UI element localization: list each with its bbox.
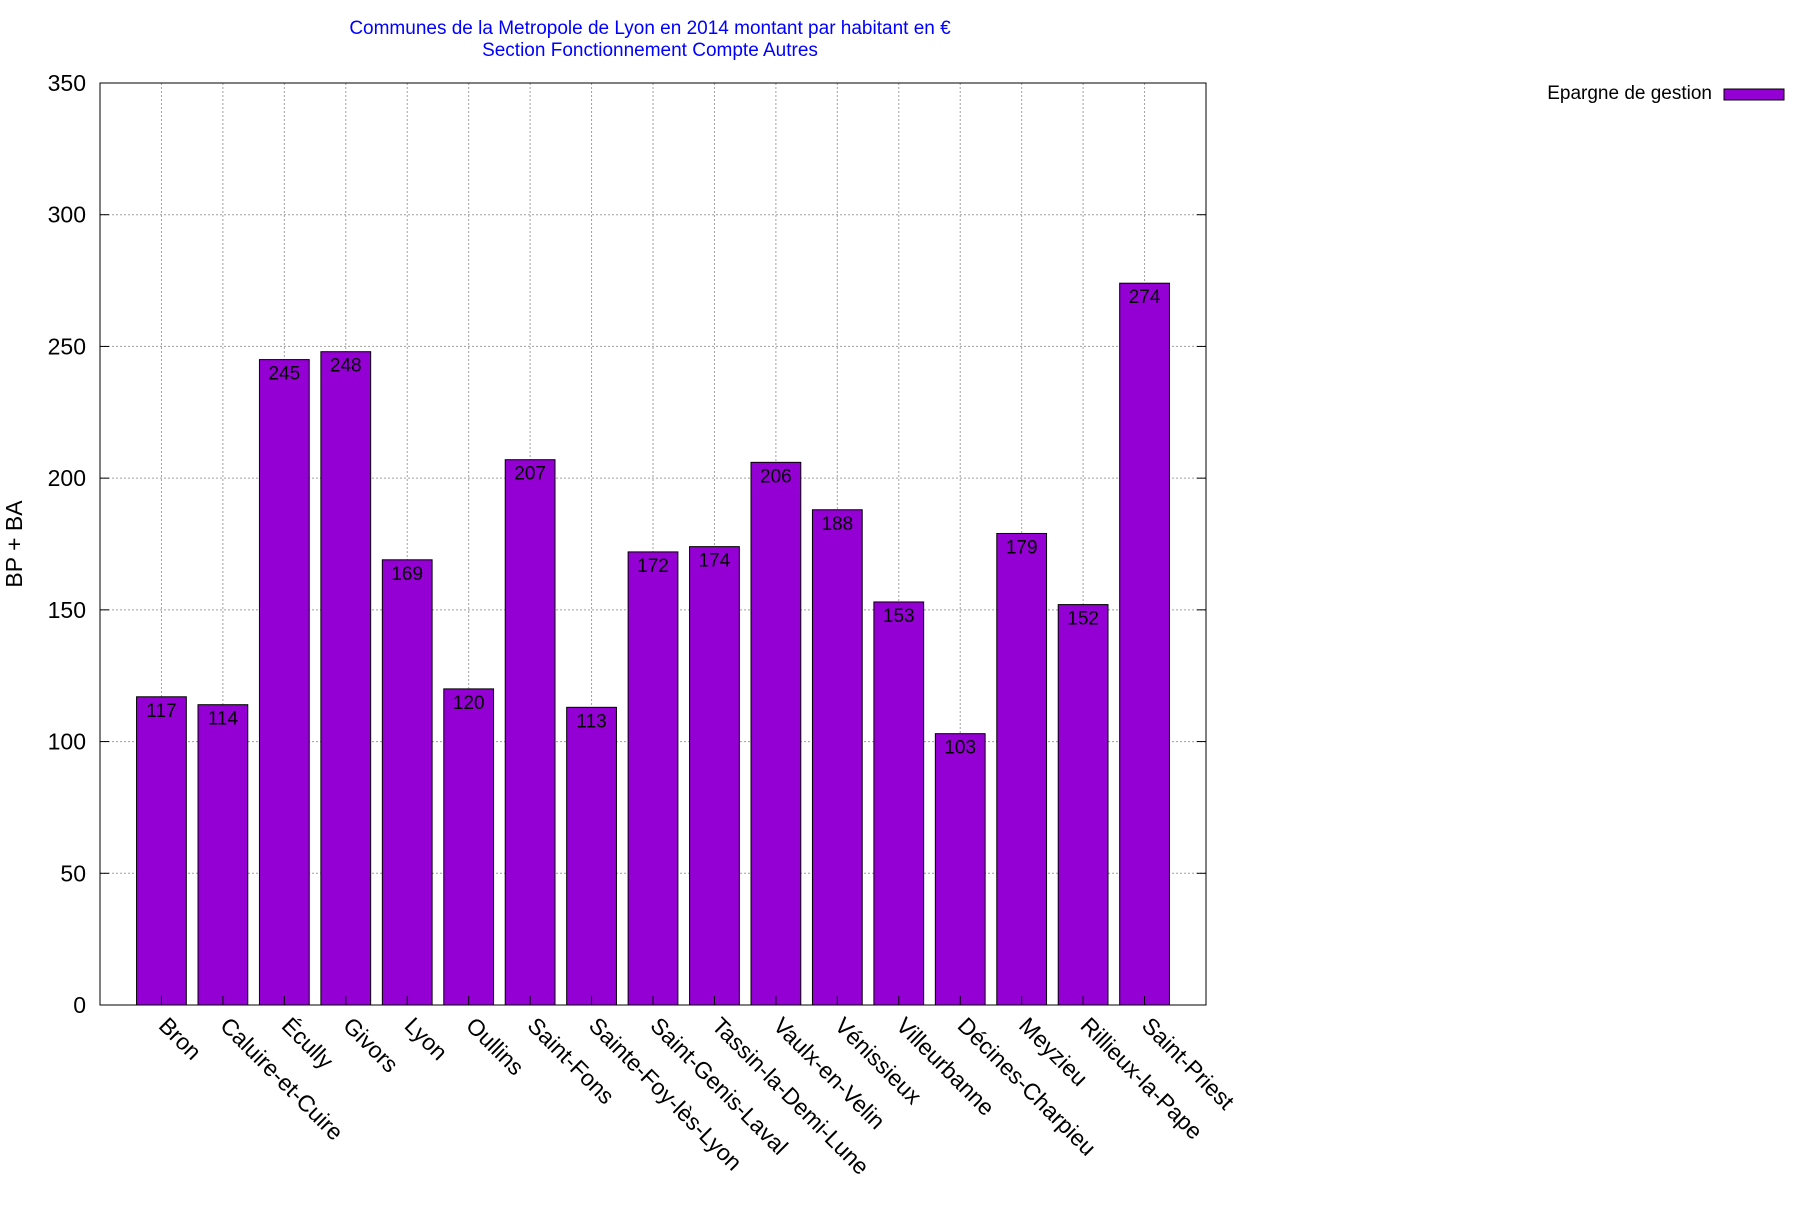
x-tick-label: Givors: [338, 1012, 403, 1077]
bar-value-label: 153: [883, 606, 915, 627]
bar: [934, 733, 986, 1006]
bar-value-label: 114: [208, 709, 239, 730]
bar-value-label: 248: [330, 356, 362, 377]
y-axis-label: BP + BA: [1, 500, 27, 588]
bar-value-label: 172: [637, 556, 669, 577]
legend: Epargne de gestion: [1547, 83, 1785, 104]
bar: [381, 559, 433, 1006]
x-tick-label: Bron: [154, 1012, 207, 1065]
y-tick-label: 350: [48, 70, 86, 96]
x-tick-label: Oullins: [461, 1012, 529, 1080]
y-tick-label: 250: [48, 333, 86, 359]
y-tick-label: 300: [48, 202, 86, 228]
bar: [1119, 282, 1170, 1006]
bar-value-label: 169: [391, 564, 423, 585]
y-tick-label: 0: [73, 992, 86, 1018]
bar: [566, 706, 617, 1006]
x-tick-label: Lyon: [400, 1012, 453, 1065]
y-tick-label: 50: [60, 860, 86, 886]
bar: [443, 688, 495, 1006]
chart-title: Communes de la Metropole de Lyon en 2014…: [349, 18, 951, 39]
plot-frame: [99, 82, 1207, 1006]
legend-label: Epargne de gestion: [1547, 83, 1712, 104]
bar-value-label: 179: [1006, 537, 1038, 558]
bar: [996, 532, 1048, 1006]
y-tick-label: 200: [48, 465, 86, 491]
bar-value-label: 120: [453, 693, 485, 714]
bar-value-label: 274: [1129, 287, 1161, 308]
legend-swatch: [1723, 88, 1785, 101]
bar: [689, 546, 740, 1006]
y-tick-label: 150: [48, 597, 86, 623]
bar-value-label: 245: [268, 364, 300, 385]
bar: [1057, 604, 1109, 1006]
bar-value-label: 117: [146, 701, 176, 722]
bar: [197, 704, 249, 1006]
bar: [627, 551, 679, 1006]
bar-value-label: 103: [944, 738, 976, 759]
bar: [873, 601, 925, 1006]
bar-value-label: 113: [576, 711, 606, 732]
bar-value-label: 188: [821, 514, 853, 535]
bar: [504, 459, 556, 1006]
bar: [811, 509, 863, 1006]
bar-value-label: 206: [760, 466, 792, 487]
chart-subtitle: Section Fonctionnement Compte Autres: [482, 40, 818, 61]
bar: [750, 461, 802, 1006]
bar-value-label: 174: [699, 551, 731, 572]
bar-value-label: 152: [1067, 609, 1099, 630]
bar: [320, 351, 372, 1006]
y-tick-label: 100: [48, 729, 86, 755]
bar: [136, 696, 187, 1006]
bar-value-label: 207: [514, 464, 546, 485]
bar: [258, 359, 310, 1006]
